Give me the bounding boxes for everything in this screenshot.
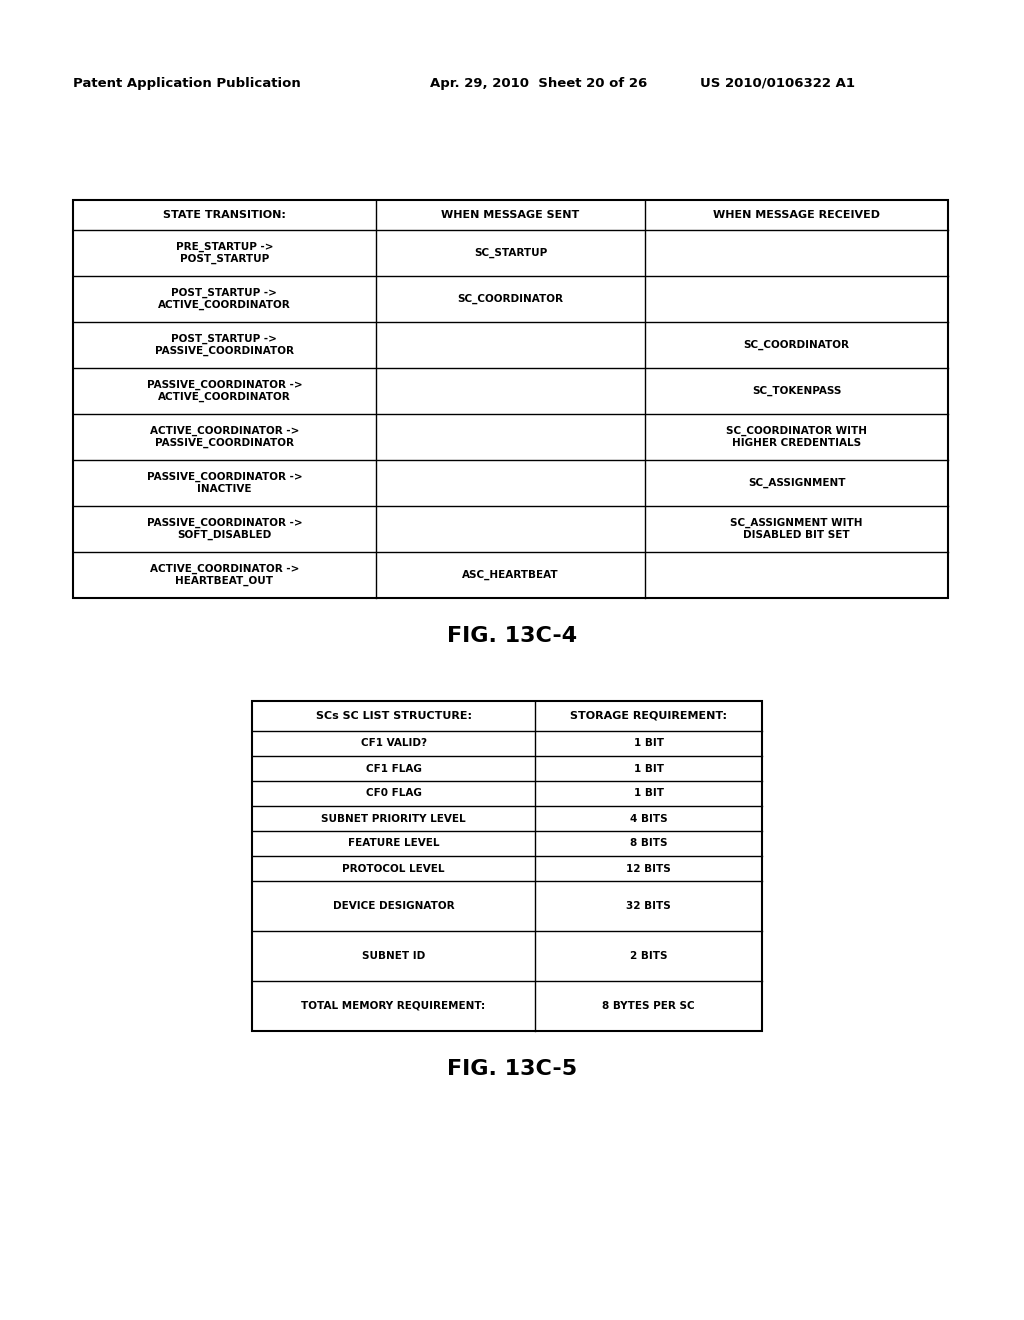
Text: WHEN MESSAGE RECEIVED: WHEN MESSAGE RECEIVED	[713, 210, 880, 220]
Text: WHEN MESSAGE SENT: WHEN MESSAGE SENT	[441, 210, 580, 220]
Text: 1 BIT: 1 BIT	[634, 738, 664, 748]
Text: POST_STARTUP ->
PASSIVE_COORDINATOR: POST_STARTUP -> PASSIVE_COORDINATOR	[155, 334, 294, 356]
Text: SC_COORDINATOR: SC_COORDINATOR	[458, 294, 563, 304]
Text: SCs SC LIST STRUCTURE:: SCs SC LIST STRUCTURE:	[315, 711, 471, 721]
Text: TOTAL MEMORY REQUIREMENT:: TOTAL MEMORY REQUIREMENT:	[301, 1001, 485, 1011]
Text: STATE TRANSITION:: STATE TRANSITION:	[163, 210, 286, 220]
Text: 1 BIT: 1 BIT	[634, 763, 664, 774]
Text: PASSIVE_COORDINATOR ->
SOFT_DISABLED: PASSIVE_COORDINATOR -> SOFT_DISABLED	[146, 517, 302, 540]
Text: ASC_HEARTBEAT: ASC_HEARTBEAT	[462, 570, 559, 579]
Text: SUBNET ID: SUBNET ID	[361, 950, 425, 961]
Text: STORAGE REQUIREMENT:: STORAGE REQUIREMENT:	[570, 711, 727, 721]
Text: PRE_STARTUP ->
POST_STARTUP: PRE_STARTUP -> POST_STARTUP	[176, 242, 273, 264]
Text: ACTIVE_COORDINATOR ->
HEARTBEAT_OUT: ACTIVE_COORDINATOR -> HEARTBEAT_OUT	[150, 564, 299, 586]
Text: Patent Application Publication: Patent Application Publication	[73, 77, 301, 90]
Text: SC_COORDINATOR: SC_COORDINATOR	[743, 339, 850, 350]
Text: SC_STARTUP: SC_STARTUP	[474, 248, 547, 259]
Text: ACTIVE_COORDINATOR ->
PASSIVE_COORDINATOR: ACTIVE_COORDINATOR -> PASSIVE_COORDINATO…	[150, 426, 299, 447]
Text: CF1 FLAG: CF1 FLAG	[366, 763, 422, 774]
Text: 32 BITS: 32 BITS	[626, 902, 671, 911]
Text: PASSIVE_COORDINATOR ->
ACTIVE_COORDINATOR: PASSIVE_COORDINATOR -> ACTIVE_COORDINATO…	[146, 380, 302, 403]
Text: 2 BITS: 2 BITS	[630, 950, 668, 961]
Text: 12 BITS: 12 BITS	[626, 863, 671, 874]
Text: FIG. 13C-5: FIG. 13C-5	[446, 1059, 578, 1078]
Text: POST_STARTUP ->
ACTIVE_COORDINATOR: POST_STARTUP -> ACTIVE_COORDINATOR	[158, 288, 291, 310]
Text: PASSIVE_COORDINATOR ->
INACTIVE: PASSIVE_COORDINATOR -> INACTIVE	[146, 473, 302, 494]
Text: SC_TOKENPASS: SC_TOKENPASS	[752, 385, 842, 396]
Text: FIG. 13C-4: FIG. 13C-4	[446, 626, 578, 645]
Text: CF1 VALID?: CF1 VALID?	[360, 738, 427, 748]
Text: PROTOCOL LEVEL: PROTOCOL LEVEL	[342, 863, 444, 874]
Text: Apr. 29, 2010  Sheet 20 of 26: Apr. 29, 2010 Sheet 20 of 26	[430, 77, 647, 90]
Text: SC_ASSIGNMENT WITH
DISABLED BIT SET: SC_ASSIGNMENT WITH DISABLED BIT SET	[730, 517, 863, 540]
Text: US 2010/0106322 A1: US 2010/0106322 A1	[700, 77, 855, 90]
Text: 8 BYTES PER SC: 8 BYTES PER SC	[602, 1001, 695, 1011]
Text: 8 BITS: 8 BITS	[630, 838, 668, 849]
Bar	[73, 201, 948, 598]
Text: CF0 FLAG: CF0 FLAG	[366, 788, 422, 799]
Text: SC_COORDINATOR WITH
HIGHER CREDENTIALS: SC_COORDINATOR WITH HIGHER CREDENTIALS	[726, 426, 867, 447]
Text: DEVICE DESIGNATOR: DEVICE DESIGNATOR	[333, 902, 455, 911]
Text: 1 BIT: 1 BIT	[634, 788, 664, 799]
Text: SUBNET PRIORITY LEVEL: SUBNET PRIORITY LEVEL	[322, 813, 466, 824]
Text: SC_ASSIGNMENT: SC_ASSIGNMENT	[748, 478, 846, 488]
Bar	[252, 701, 762, 1031]
Text: 4 BITS: 4 BITS	[630, 813, 668, 824]
Text: FEATURE LEVEL: FEATURE LEVEL	[348, 838, 439, 849]
